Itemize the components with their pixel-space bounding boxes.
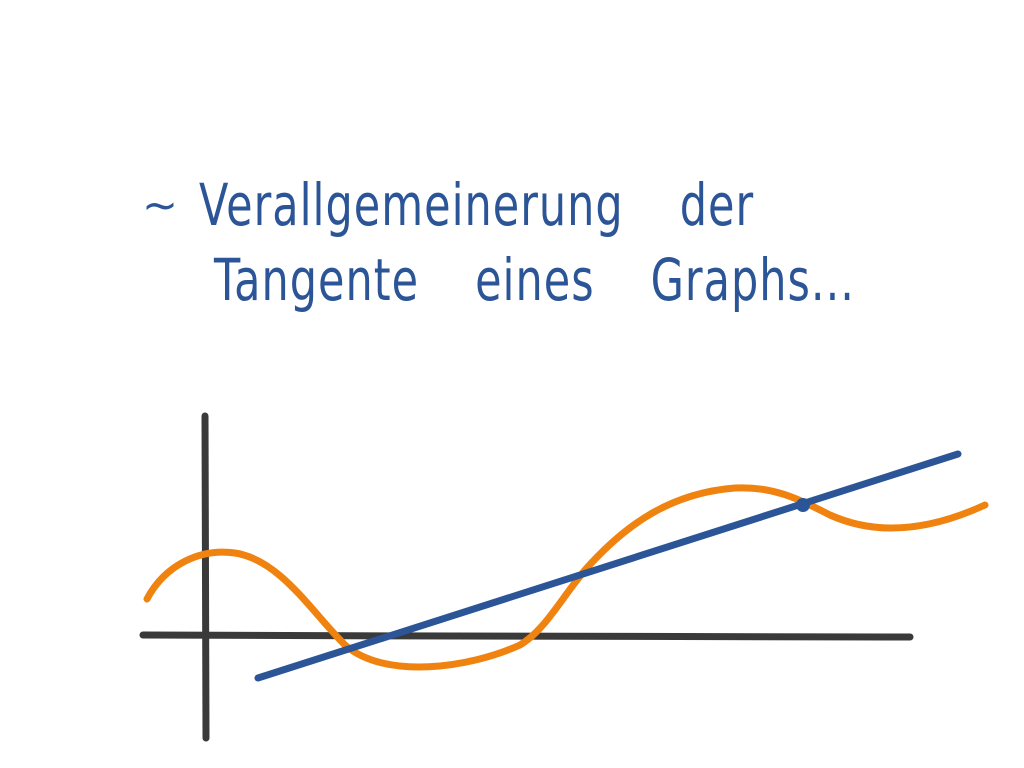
y-axis: [201, 412, 210, 742]
note-line-2: Tangente eines Graphs...: [214, 248, 855, 316]
note-word-tangente: Tangente: [214, 247, 420, 316]
note-line-1: ~ Verallgemeinerung der: [142, 173, 754, 241]
tilde-mark: ~: [142, 181, 180, 232]
tangent-point: [796, 498, 810, 512]
note-word-graphs: Graphs...: [650, 247, 855, 316]
note-word-eines: eines: [475, 247, 595, 316]
x-axis: [139, 631, 914, 641]
tangent-line: [254, 450, 962, 682]
note-word-der: der: [679, 172, 755, 241]
function-curve: [143, 484, 989, 671]
note-word-verallgemeinerung: Verallgemeinerung: [199, 172, 624, 241]
